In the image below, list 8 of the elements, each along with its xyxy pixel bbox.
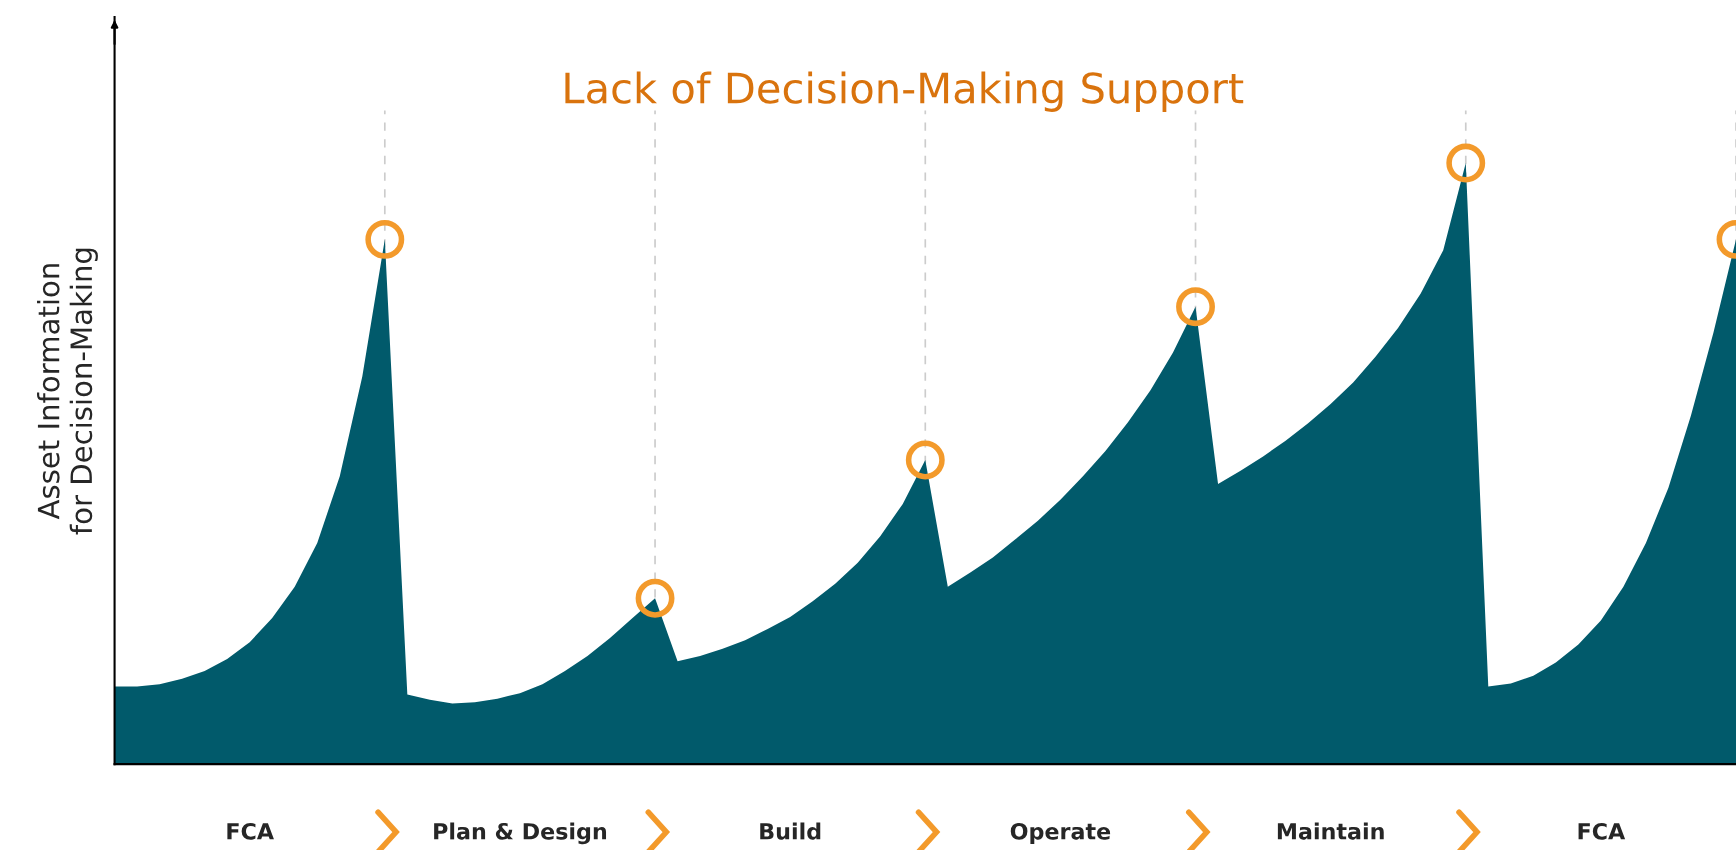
x-tick-label: FCA (1578, 822, 1626, 840)
x-tick-label: Operate (1010, 822, 1111, 844)
x-tick-label: Plan & Design (434, 822, 607, 845)
y-axis-title: Asset Information for Decision-Making (37, 248, 98, 535)
x-tick-label: Build (760, 822, 821, 840)
x-tick-label: Maintain (1277, 822, 1384, 840)
x-tick-label: FCA (227, 822, 274, 840)
chart-title: Lack of Decision-Making Support (565, 71, 1244, 112)
